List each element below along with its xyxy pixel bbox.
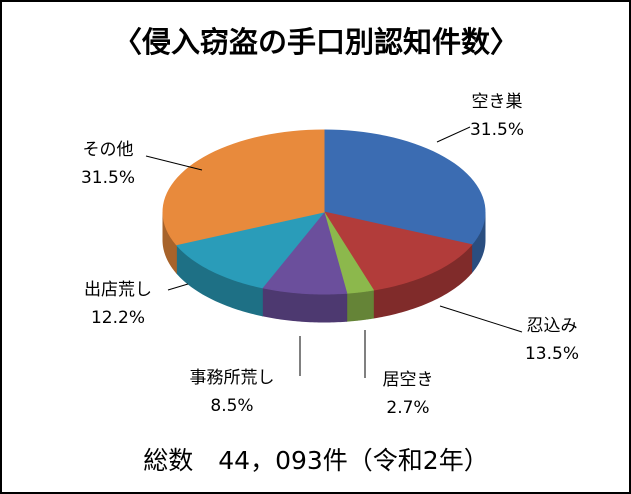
value-label: 2.7%	[386, 398, 429, 418]
slice-label: 事務所荒し	[190, 368, 275, 388]
slice	[323, 211, 375, 294]
slice	[323, 129, 486, 246]
slice-side	[346, 289, 374, 322]
leader-line	[145, 155, 203, 171]
slice-label: その他	[83, 140, 134, 160]
value-label: 8.5%	[210, 396, 253, 416]
leader-line	[439, 305, 523, 333]
slice-label: 空き巣	[472, 92, 523, 112]
value-label: 31.5%	[470, 120, 524, 140]
slice-label: 忍込み	[527, 316, 578, 336]
chart-subtitle: 総数 44，093件（令和2年）	[143, 446, 488, 475]
slice	[322, 211, 473, 291]
value-label: 13.5%	[525, 344, 579, 364]
slice	[261, 210, 348, 295]
value-label: 12.2%	[91, 308, 145, 328]
value-label: 31.5%	[81, 168, 135, 188]
chart-title: 〈侵入窃盗の手口別認知件数〉	[113, 25, 519, 59]
slice-label: 居空き	[383, 370, 434, 390]
leader-line	[436, 126, 471, 143]
slice-label: 出店荒し	[84, 280, 152, 300]
slice	[175, 211, 326, 289]
leader-line	[167, 283, 189, 291]
